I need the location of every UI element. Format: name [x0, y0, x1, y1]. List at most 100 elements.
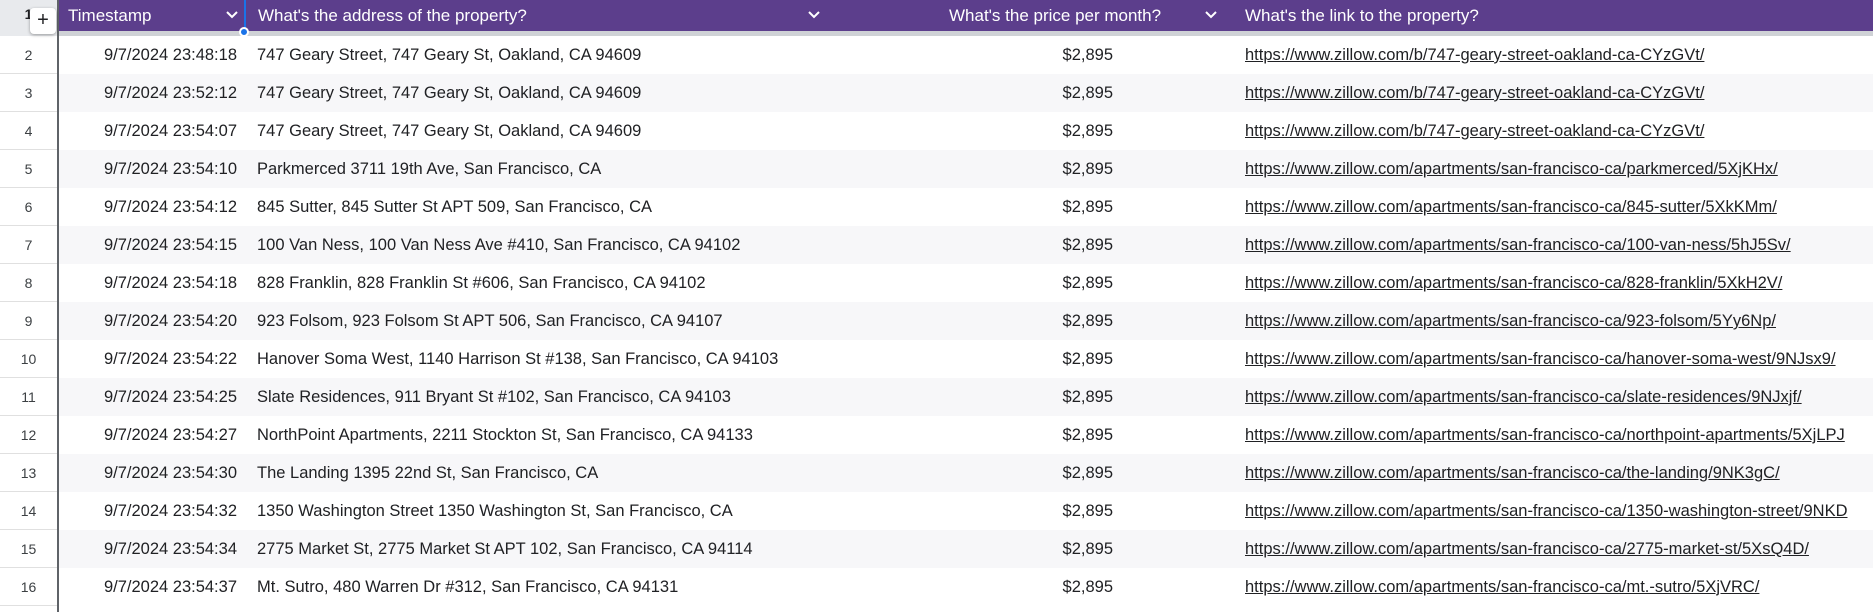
link-cell[interactable]: https://www.zillow.com/apartments/san-fr… — [1245, 502, 1848, 520]
timestamp-cell[interactable]: 9/7/2024 23:48:18 — [103, 46, 237, 64]
timestamp-cell[interactable]: 9/7/2024 23:54:34 — [103, 540, 237, 558]
address-cell[interactable]: NorthPoint Apartments, 2211 Stockton St,… — [257, 426, 753, 444]
timestamp-cell[interactable]: 9/7/2024 23:54:18 — [103, 274, 237, 292]
address-cell[interactable]: 923 Folsom, 923 Folsom St APT 506, San F… — [257, 312, 723, 330]
address-cell[interactable]: 747 Geary Street, 747 Geary St, Oakland,… — [257, 84, 642, 102]
row-number[interactable]: 7 — [0, 226, 57, 264]
row-number[interactable]: 4 — [0, 112, 57, 150]
table-row: 9/7/2024 23:54:32 1350 Washington Street … — [57, 492, 1873, 530]
link-cell[interactable]: https://www.zillow.com/apartments/san-fr… — [1245, 274, 1783, 292]
column-header-timestamp[interactable]: Timestamp — [57, 0, 247, 31]
table-row: 9/7/2024 23:52:12 747 Geary Street, 747 G… — [57, 74, 1873, 112]
link-cell[interactable]: https://www.zillow.com/apartments/san-fr… — [1245, 578, 1760, 596]
link-cell[interactable]: https://www.zillow.com/apartments/san-fr… — [1245, 160, 1778, 178]
price-cell[interactable]: $2,895 — [1062, 312, 1113, 330]
row-number-gutter: 1 2 3 4 5 6 7 8 9 10 11 12 13 14 15 16 — [0, 0, 59, 612]
link-cell[interactable]: https://www.zillow.com/apartments/san-fr… — [1245, 312, 1776, 330]
price-cell[interactable]: $2,895 — [1062, 160, 1113, 178]
address-cell[interactable]: 100 Van Ness, 100 Van Ness Ave #410, San… — [257, 236, 741, 254]
address-cell[interactable]: 845 Sutter, 845 Sutter St APT 509, San F… — [257, 198, 653, 216]
price-cell[interactable]: $2,895 — [1062, 236, 1113, 254]
price-cell[interactable]: $2,895 — [1062, 198, 1113, 216]
row-number[interactable]: 3 — [0, 74, 57, 112]
timestamp-cell[interactable]: 9/7/2024 23:54:37 — [103, 578, 237, 596]
timestamp-cell[interactable]: 9/7/2024 23:54:30 — [103, 464, 237, 482]
row-number[interactable]: 8 — [0, 264, 57, 302]
table-row: 9/7/2024 23:54:10 Parkmerced 3711 19th Av… — [57, 150, 1873, 188]
row-number[interactable]: 14 — [0, 492, 57, 530]
row-number[interactable]: 10 — [0, 340, 57, 378]
row-number[interactable]: 9 — [0, 302, 57, 340]
price-cell[interactable]: $2,895 — [1062, 464, 1113, 482]
timestamp-cell[interactable]: 9/7/2024 23:54:32 — [103, 502, 237, 520]
price-cell[interactable]: $2,895 — [1062, 122, 1113, 140]
address-cell[interactable]: 747 Geary Street, 747 Geary St, Oakland,… — [257, 122, 642, 140]
address-cell[interactable]: 1350 Washington Street 1350 Washington S… — [257, 502, 733, 520]
chevron-down-icon[interactable] — [1204, 9, 1218, 21]
timestamp-cell[interactable]: 9/7/2024 23:54:20 — [103, 312, 237, 330]
price-cell[interactable]: $2,895 — [1062, 426, 1113, 444]
row-number[interactable]: 5 — [0, 150, 57, 188]
add-column-button[interactable]: + — [30, 8, 56, 34]
table-row: 9/7/2024 23:48:18 747 Geary Street, 747 G… — [57, 36, 1873, 74]
timestamp-cell[interactable]: 9/7/2024 23:54:10 — [103, 160, 237, 178]
table-row: 9/7/2024 23:54:15 100 Van Ness, 100 Van N… — [57, 226, 1873, 264]
table-row: 9/7/2024 23:54:25 Slate Residences, 911 B… — [57, 378, 1873, 416]
link-cell[interactable]: https://www.zillow.com/apartments/san-fr… — [1245, 540, 1809, 558]
price-cell[interactable]: $2,895 — [1062, 578, 1113, 596]
row-number[interactable]: 16 — [0, 568, 57, 606]
column-header-address[interactable]: What's the address of the property? — [247, 0, 828, 31]
column-header-label: Timestamp — [68, 6, 152, 25]
chevron-down-icon[interactable] — [807, 9, 821, 21]
timestamp-cell[interactable]: 9/7/2024 23:54:07 — [103, 122, 237, 140]
address-cell[interactable]: Mt. Sutro, 480 Warren Dr #312, San Franc… — [257, 578, 679, 596]
address-cell[interactable]: The Landing 1395 22nd St, San Francisco,… — [257, 464, 599, 482]
frozen-row-divider[interactable] — [57, 31, 1873, 36]
timestamp-cell[interactable]: 9/7/2024 23:54:15 — [103, 236, 237, 254]
link-cell[interactable]: https://www.zillow.com/apartments/san-fr… — [1245, 236, 1791, 254]
row-number[interactable]: 11 — [0, 378, 57, 416]
table-row: 9/7/2024 23:54:34 2775 Market St, 2775 Ma… — [57, 530, 1873, 568]
column-header-link[interactable]: What's the link to the property? — [1245, 0, 1873, 31]
address-cell[interactable]: Hanover Soma West, 1140 Harrison St #138… — [257, 350, 779, 368]
timestamp-cell[interactable]: 9/7/2024 23:52:12 — [103, 84, 237, 102]
column-header-label: What's the address of the property? — [258, 6, 527, 25]
link-cell[interactable]: https://www.zillow.com/apartments/san-fr… — [1245, 426, 1845, 444]
price-cell[interactable]: $2,895 — [1062, 540, 1113, 558]
address-cell[interactable]: 2775 Market St, 2775 Market St APT 102, … — [257, 540, 753, 558]
link-cell[interactable]: https://www.zillow.com/b/747-geary-stree… — [1245, 122, 1705, 140]
row-number[interactable]: 12 — [0, 416, 57, 454]
price-cell[interactable]: $2,895 — [1062, 388, 1113, 406]
price-cell[interactable]: $2,895 — [1062, 46, 1113, 64]
address-cell[interactable]: Parkmerced 3711 19th Ave, San Francisco,… — [257, 160, 602, 178]
link-cell[interactable]: https://www.zillow.com/apartments/san-fr… — [1245, 350, 1836, 368]
chevron-down-icon[interactable] — [225, 9, 239, 21]
link-cell[interactable]: https://www.zillow.com/apartments/san-fr… — [1245, 198, 1777, 216]
address-cell[interactable]: Slate Residences, 911 Bryant St #102, Sa… — [257, 388, 731, 406]
link-cell[interactable]: https://www.zillow.com/apartments/san-fr… — [1245, 388, 1802, 406]
row-number[interactable]: 6 — [0, 188, 57, 226]
table-row: 9/7/2024 23:54:22 Hanover Soma West, 1140… — [57, 340, 1873, 378]
link-cell[interactable]: https://www.zillow.com/b/747-geary-stree… — [1245, 46, 1705, 64]
timestamp-cell[interactable]: 9/7/2024 23:54:22 — [103, 350, 237, 368]
selected-column-border — [244, 0, 246, 31]
price-cell[interactable]: $2,895 — [1062, 350, 1113, 368]
link-cell[interactable]: https://www.zillow.com/apartments/san-fr… — [1245, 464, 1780, 482]
row-number[interactable]: 15 — [0, 530, 57, 568]
table-row: 9/7/2024 23:54:20 923 Folsom, 923 Folsom … — [57, 302, 1873, 340]
address-cell[interactable]: 747 Geary Street, 747 Geary St, Oakland,… — [257, 46, 642, 64]
timestamp-cell[interactable]: 9/7/2024 23:54:27 — [103, 426, 237, 444]
price-cell[interactable]: $2,895 — [1062, 84, 1113, 102]
selection-handle[interactable] — [239, 27, 249, 37]
timestamp-cell[interactable]: 9/7/2024 23:54:25 — [103, 388, 237, 406]
link-cell[interactable]: https://www.zillow.com/b/747-geary-stree… — [1245, 84, 1705, 102]
price-cell[interactable]: $2,895 — [1062, 274, 1113, 292]
timestamp-cell[interactable]: 9/7/2024 23:54:12 — [103, 198, 237, 216]
price-cell[interactable]: $2,895 — [1062, 502, 1113, 520]
column-header-price[interactable]: What's the price per month? — [938, 0, 1246, 31]
address-cell[interactable]: 828 Franklin, 828 Franklin St #606, San … — [257, 274, 706, 292]
plus-icon: + — [37, 9, 49, 31]
table-row: 9/7/2024 23:54:18 828 Franklin, 828 Frank… — [57, 264, 1873, 302]
row-number[interactable]: 13 — [0, 454, 57, 492]
row-number[interactable]: 2 — [0, 36, 57, 74]
